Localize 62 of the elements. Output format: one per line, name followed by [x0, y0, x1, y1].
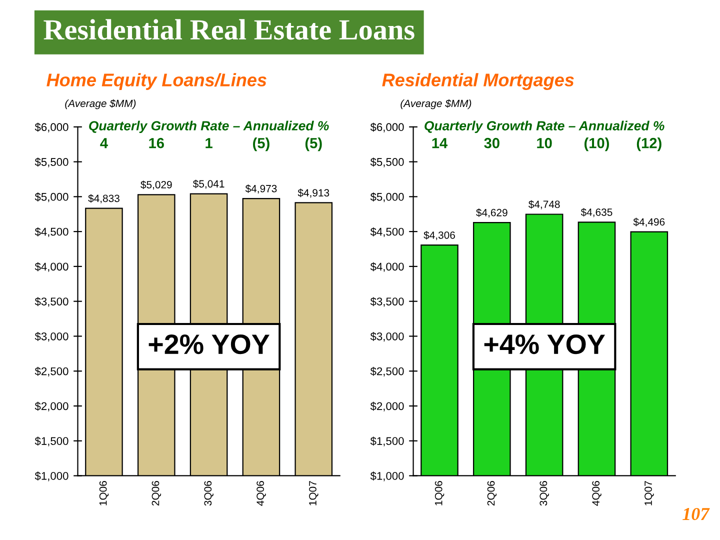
data-label: $4,973 — [245, 184, 277, 194]
chart-subtitle: (Average $MM) — [65, 99, 136, 110]
y-tick-label: $4,500 — [34, 227, 68, 237]
annotation: 16 — [149, 138, 164, 148]
data-label: $5,029 — [140, 180, 172, 190]
data-label: $4,306 — [424, 231, 455, 240]
y-tick-label: $1,000 — [370, 472, 404, 482]
chart-title: Residential Mortgages — [382, 73, 574, 90]
y-tick-label: $4,000 — [34, 262, 68, 272]
y-tick-label: $3,500 — [34, 297, 68, 307]
y-tick-label: $6,000 — [34, 122, 68, 132]
chart-title: Home Equity Loans/Lines — [46, 73, 266, 90]
y-tick-label: $3,000 — [34, 332, 68, 342]
y-tick-label: $2,000 — [370, 402, 404, 412]
annotation: 1 — [206, 138, 212, 148]
x-tick-label: 1Q07 — [309, 481, 318, 506]
y-tick-label: $1,500 — [370, 436, 404, 446]
y-tick-label: $3,000 — [370, 332, 404, 342]
annotation: (12) — [636, 138, 662, 152]
x-tick-label: 2Q06 — [152, 481, 162, 506]
data-label: $5,041 — [192, 180, 224, 189]
data-label: $4,748 — [528, 200, 560, 210]
y-tick-label: $5,500 — [34, 158, 68, 168]
y-tick-label: $2,000 — [34, 402, 68, 412]
x-tick-label: 1Q06 — [434, 481, 444, 506]
y-tick-label: $2,500 — [370, 366, 404, 377]
y-tick-label: $3,500 — [370, 297, 404, 307]
annotation: Quarterly Growth Rate – Annualized % — [424, 120, 664, 134]
annotation: +2% YOY — [148, 334, 270, 354]
annotation: (10) — [584, 138, 609, 152]
annotation: (5) — [253, 138, 270, 152]
data-label: $4,833 — [88, 194, 120, 204]
text: Residential Real Estate Loans — [44, 19, 414, 40]
data-label: $4,635 — [580, 208, 612, 218]
x-tick-label: 4Q06 — [592, 481, 602, 506]
x-tick-label: 3Q06 — [540, 481, 549, 506]
annotation: 4 — [100, 138, 108, 148]
annotation: 30 — [484, 138, 500, 148]
y-tick-label: $5,000 — [34, 192, 68, 202]
annotation: 10 — [537, 138, 552, 148]
y-tick-label: $1,000 — [34, 472, 68, 482]
y-tick-label: $4,000 — [370, 262, 404, 272]
y-tick-label: $5,000 — [370, 192, 404, 202]
annotation: (5) — [305, 138, 322, 152]
y-tick-label: $6,000 — [370, 122, 404, 132]
x-tick-label: 2Q06 — [487, 481, 497, 506]
chart-subtitle: (Average $MM) — [400, 99, 472, 110]
y-tick-label: $5,500 — [370, 158, 404, 168]
y-tick-label: $1,500 — [34, 436, 68, 446]
x-tick-label: 4Q06 — [256, 481, 266, 506]
data-label: $4,913 — [298, 188, 330, 198]
x-tick-label: 1Q07 — [644, 481, 654, 506]
y-tick-label: $4,500 — [370, 227, 404, 237]
y-tick-label: $2,500 — [34, 366, 68, 377]
x-tick-label: 3Q06 — [204, 481, 214, 506]
annotation: +4% YOY — [484, 334, 606, 354]
annotation: 14 — [432, 138, 448, 148]
data-label: $4,629 — [476, 208, 508, 218]
annotation: Quarterly Growth Rate – Annualized % — [89, 120, 329, 134]
x-tick-label: 1Q06 — [99, 481, 109, 506]
data-label: $4,496 — [633, 218, 665, 227]
text: 107 — [682, 508, 710, 520]
